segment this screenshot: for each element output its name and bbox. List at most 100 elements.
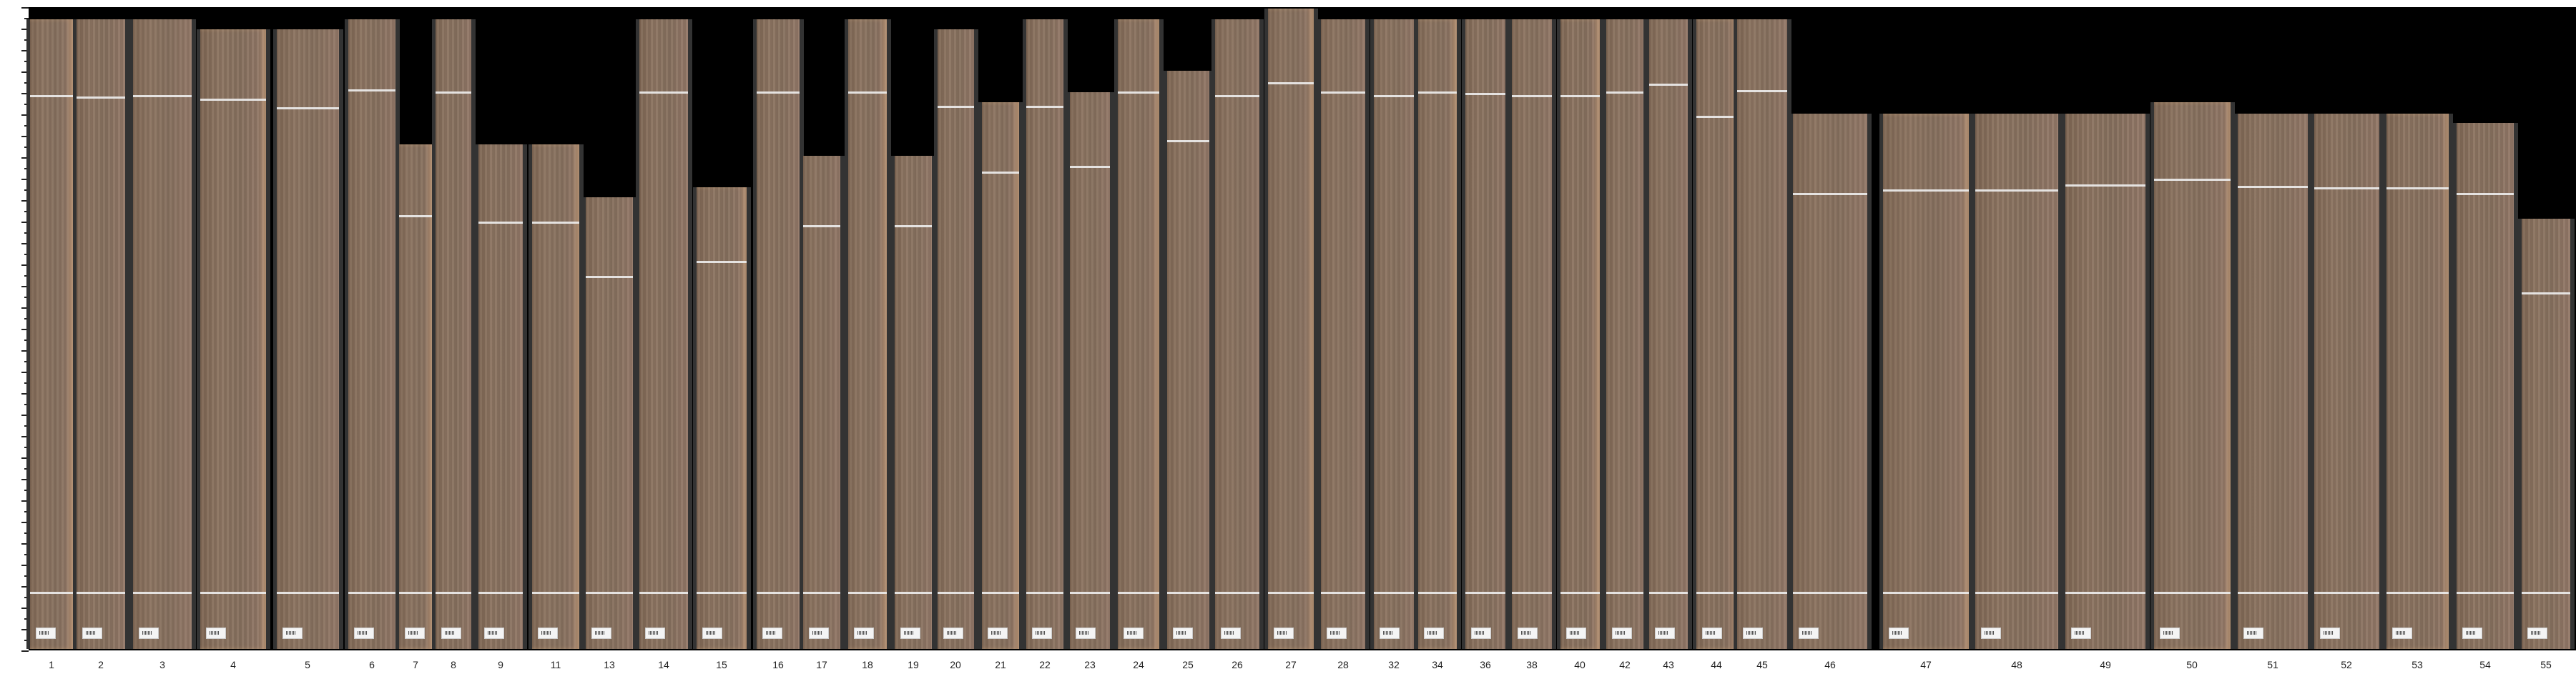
chalk-line: [2153, 179, 2231, 181]
ruler-tick: [21, 586, 29, 588]
barcode-tag: [1612, 628, 1632, 639]
barcode-tag: [808, 628, 829, 639]
veneer-panel: [895, 156, 932, 649]
barcode-tag: [1655, 628, 1675, 639]
ruler-tick: [21, 29, 29, 30]
chalk-line: [2314, 592, 2379, 594]
panel-number-label: 40: [1574, 659, 1586, 670]
panel-number-label: 4: [230, 659, 236, 670]
panel-number-label: 42: [1619, 659, 1631, 670]
chalk-line: [1737, 592, 1787, 594]
veneer-panel: [1374, 19, 1414, 649]
ruler-tick: [21, 457, 29, 459]
ruler-tick: [21, 436, 29, 437]
barcode-tag: [2070, 628, 2091, 639]
chalk-line: [2238, 592, 2308, 594]
panel-number-label: 55: [2540, 659, 2552, 670]
veneer-panel: [1792, 114, 1868, 649]
ruler-tick: [24, 640, 29, 641]
chalk-line: [2522, 592, 2570, 594]
ruler-tick: [24, 511, 29, 512]
veneer-panel: [1117, 19, 1160, 649]
chalk-line: [895, 592, 932, 594]
ruler-tick: [21, 500, 29, 502]
barcode-tag: [1424, 628, 1444, 639]
chalk-line: [1512, 592, 1552, 594]
chalk-line: [1882, 189, 1970, 192]
ruler-tick: [24, 340, 29, 341]
chalk-line: [1975, 592, 2058, 594]
barcode-tag: [282, 628, 303, 639]
chalk-line: [1374, 95, 1414, 97]
ruler-tick: [24, 18, 29, 19]
veneer-panel-strip: [26, 7, 2576, 650]
chalk-line: [398, 592, 433, 594]
ruler-tick: [21, 565, 29, 566]
chalk-line: [436, 91, 471, 94]
chalk-line: [478, 592, 523, 594]
barcode-tag: [900, 628, 921, 639]
barcode-tag: [36, 628, 56, 639]
chalk-line: [1026, 106, 1064, 108]
chalk-line: [1418, 592, 1457, 594]
ruler-tick: [24, 532, 29, 534]
veneer-panel: [937, 29, 974, 649]
barcode-tag: [354, 628, 375, 639]
veneer-panel: [1268, 9, 1314, 649]
barcode-tag: [2462, 628, 2482, 639]
barcode-tag: [1888, 628, 1909, 639]
chalk-line: [1215, 95, 1259, 97]
chalk-line: [1649, 592, 1688, 594]
veneer-panel: [697, 187, 747, 649]
chalk-line: [1792, 592, 1868, 594]
chalk-line: [981, 172, 1020, 174]
veneer-panel: [1649, 19, 1688, 649]
panel-number-label: 53: [2412, 659, 2423, 670]
veneer-panel: [436, 19, 471, 649]
panel-number-label: 38: [1526, 659, 1538, 670]
ruler-tick: [24, 361, 29, 362]
barcode-tag: [1076, 628, 1096, 639]
panel-number-label: 26: [1232, 659, 1243, 670]
ruler-tick: [21, 307, 29, 309]
chalk-line: [697, 261, 747, 263]
ruler-tick: [24, 447, 29, 448]
veneer-panel: [478, 144, 523, 649]
panel-number-label: 17: [816, 659, 827, 670]
chalk-line: [532, 592, 579, 594]
barcode-tag: [644, 628, 665, 639]
veneer-panel: [1882, 114, 1970, 649]
ruler-tick: [24, 382, 29, 384]
panel-number-label: 3: [159, 659, 165, 670]
panel-number-label: 9: [498, 659, 503, 670]
ruler-tick: [21, 136, 29, 137]
chalk-line: [200, 592, 266, 594]
ruler-tick: [21, 393, 29, 395]
chalk-line: [757, 91, 800, 94]
ruler-tick: [21, 350, 29, 352]
chalk-line: [1321, 592, 1365, 594]
chalk-line: [2457, 592, 2514, 594]
barcode-tag: [1221, 628, 1241, 639]
veneer-panel: [2153, 102, 2231, 649]
ruler-tick: [21, 222, 29, 223]
ruler-tick: [21, 543, 29, 545]
ruler-tick: [24, 211, 29, 212]
ruler-tick: [24, 125, 29, 127]
chalk-line: [1166, 592, 1209, 594]
veneer-panel: [1512, 19, 1552, 649]
chalk-line: [532, 222, 579, 224]
chalk-line: [276, 592, 339, 594]
ruler-tick: [24, 254, 29, 255]
barcode-tag: [1172, 628, 1193, 639]
veneer-panel: [1696, 19, 1736, 649]
chalk-line: [1465, 592, 1505, 594]
chalk-line: [2386, 592, 2449, 594]
chalk-line: [1512, 95, 1552, 97]
chalk-line: [1649, 84, 1688, 86]
barcode-tag: [1565, 628, 1586, 639]
chalk-line: [348, 592, 395, 594]
veneer-panel: [2065, 114, 2146, 649]
chalk-line: [1166, 140, 1209, 142]
veneer-panel: [757, 19, 800, 649]
